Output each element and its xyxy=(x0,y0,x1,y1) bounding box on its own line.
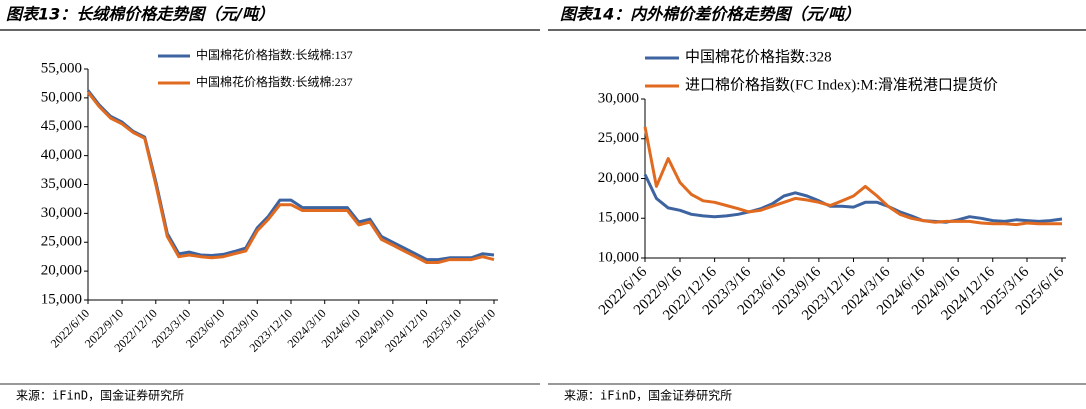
y-tick-label: 20,000 xyxy=(41,263,82,279)
y-tick-label: 15,000 xyxy=(598,210,639,226)
y-tick-label: 15,000 xyxy=(41,291,82,307)
legend-label: 中国棉花价格指数:328 xyxy=(685,48,832,65)
y-tick-label: 40,000 xyxy=(41,147,82,163)
y-tick-label: 45,000 xyxy=(41,118,82,134)
source: 来源：iFinD，国金证券研究所 xyxy=(16,388,184,403)
series-line xyxy=(643,126,1062,227)
chart-title: 图表13：长绒棉价格走势图（元/吨） xyxy=(6,5,274,24)
legend-label: 中国棉花价格指数:长绒棉:237 xyxy=(196,74,353,89)
y-tick-label: 55,000 xyxy=(41,60,82,76)
series-line xyxy=(643,173,1063,224)
source: 来源：iFinD，国金证券研究所 xyxy=(564,388,732,403)
y-tick-label: 30,000 xyxy=(598,90,639,106)
y-tick-label: 30,000 xyxy=(41,205,82,221)
legend-label: 中国棉花价格指数:长绒棉:137 xyxy=(196,47,353,62)
y-tick-label: 10,000 xyxy=(598,249,639,265)
y-tick-label: 50,000 xyxy=(41,89,82,105)
y-tick-label: 20,000 xyxy=(598,170,639,186)
legend-label: 进口棉价格指数(FC Index):M:滑准税港口提货价 xyxy=(685,76,998,93)
y-tick-label: 35,000 xyxy=(41,176,82,192)
chart-title: 图表14：内外棉价差价格走势图（元/吨） xyxy=(560,5,860,24)
y-tick-label: 25,000 xyxy=(598,130,639,146)
series-line xyxy=(86,91,495,264)
y-tick-label: 25,000 xyxy=(41,234,82,250)
series-line xyxy=(86,89,495,262)
